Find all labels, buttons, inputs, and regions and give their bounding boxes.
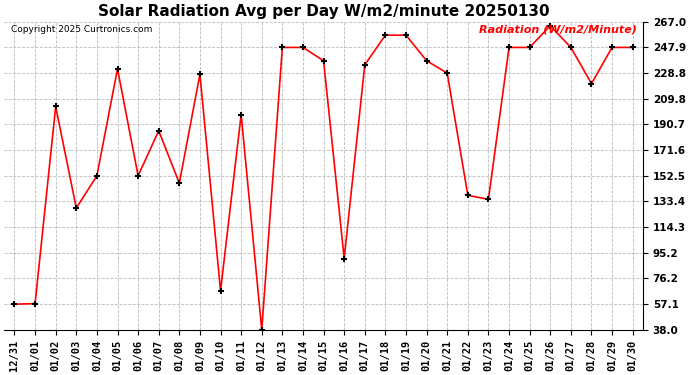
Title: Solar Radiation Avg per Day W/m2/minute 20250130: Solar Radiation Avg per Day W/m2/minute …: [98, 4, 549, 19]
Text: Radiation (W/m2/Minute): Radiation (W/m2/Minute): [479, 25, 637, 35]
Text: Copyright 2025 Curtronics.com: Copyright 2025 Curtronics.com: [10, 25, 152, 34]
